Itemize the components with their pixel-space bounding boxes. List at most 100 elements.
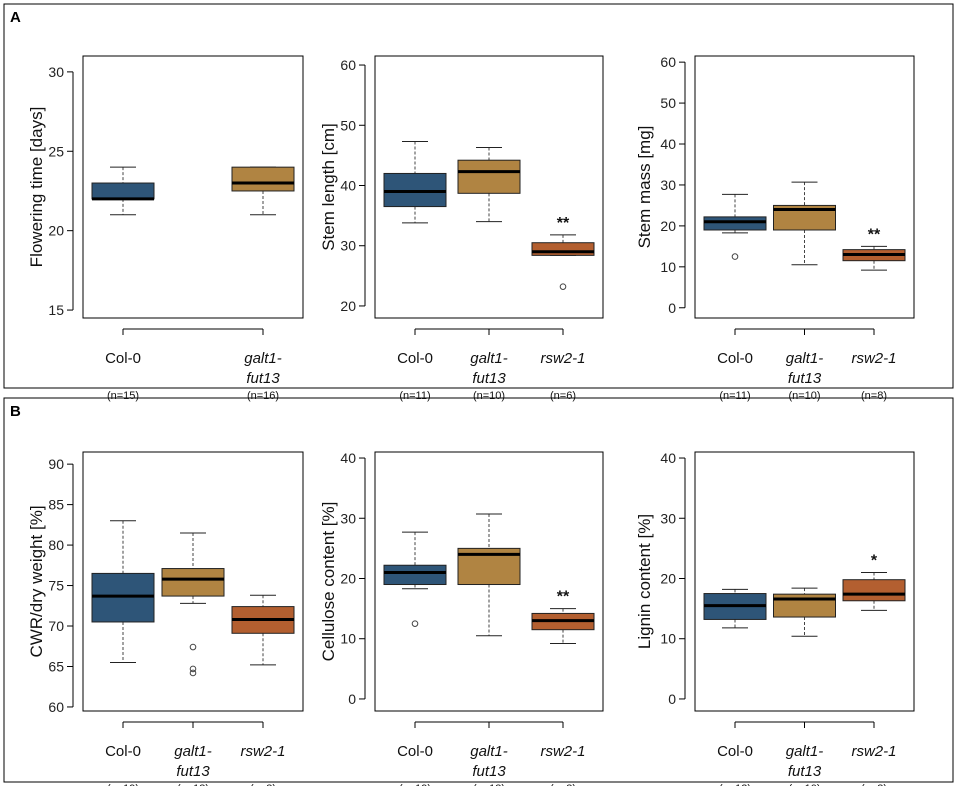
iqr-box	[842, 579, 906, 602]
y-tick-label: 20	[48, 223, 64, 239]
sample-size-label: (n=11)	[399, 390, 430, 402]
category-label: Col-0	[397, 350, 433, 367]
y-tick-label: 50	[340, 117, 356, 133]
y-tick-label: 0	[668, 691, 676, 707]
y-tick-label: 50	[660, 95, 676, 111]
category-label: galt1-	[174, 743, 212, 760]
chart-6: 0 10 20 30 40 Lignin content [%] Col-0(n=12) ga…	[635, 450, 915, 791]
outlier-point	[559, 283, 567, 290]
y-tick-label: 30	[660, 510, 676, 526]
category-label: galt1-	[244, 350, 282, 367]
iqr-box	[531, 242, 595, 256]
box-col-0: Col-0 (n=15)	[91, 166, 155, 402]
box-rsw2-1: *rsw2-1(n=8)	[842, 552, 906, 791]
plot-frame	[374, 55, 604, 319]
box-col-0: Col-0 (n=11)	[383, 141, 447, 402]
iqr-box	[457, 159, 521, 194]
y-tick-label: 75	[48, 578, 64, 594]
y-tick-label: 10	[340, 631, 356, 647]
sample-size-label: (n=6)	[550, 390, 576, 402]
y-axis-label: Cellulose content [%]	[319, 502, 338, 662]
plot-frame	[82, 55, 304, 319]
box-col-0: Col-0(n=12)	[703, 588, 767, 791]
y-tick-label: 0	[348, 691, 356, 707]
category-label: fut13	[788, 370, 822, 387]
y-tick-label: 10	[660, 631, 676, 647]
y-tick-label: 30	[660, 177, 676, 193]
charts-layer: 15 20 25 30 Flowering time [days] Col-0 (n=15)…	[27, 54, 915, 791]
y-axis-label: Lignin content [%]	[635, 514, 654, 649]
outlier-point	[411, 620, 419, 627]
category-label: rsw2-1	[851, 743, 896, 760]
significance-mark: **	[557, 215, 570, 232]
y-tick-label: 0	[668, 300, 676, 316]
box-rsw2-1: ** rsw2-1 (n=6)	[531, 215, 595, 402]
sample-size-label: (n=8)	[861, 390, 887, 402]
y-tick-label: 40	[660, 450, 676, 466]
category-label: rsw2-1	[540, 350, 585, 367]
y-axis-label: Stem mass [mg]	[635, 126, 654, 249]
y-tick-label: 20	[340, 570, 356, 586]
chart-1: 15 20 25 30 Flowering time [days] Col-0 (n=15)…	[27, 55, 304, 402]
box-col-0: Col-0(n=19)	[91, 520, 155, 791]
box-rsw2-1: **rsw2-1(n=8)	[531, 589, 595, 791]
box-galt1-fut13: galt1-fut13(n=10)	[457, 147, 521, 402]
plot-frame	[374, 451, 604, 712]
category-label: galt1-	[786, 350, 824, 367]
chart-2: 20 30 40 50 60 Stem length [cm] Col-0 (n=11) gal…	[319, 55, 604, 402]
box-rsw2-1: rsw2-1(n=8)	[231, 594, 295, 791]
iqr-box	[703, 216, 767, 231]
box-rsw2-1: ** rsw2-1 (n=8)	[842, 226, 906, 402]
category-label: fut13	[472, 370, 506, 387]
significance-mark: **	[557, 589, 570, 606]
box-galt1-fut13: galt1-fut13(n=18)	[457, 513, 521, 791]
y-axis-label: CWR/dry weight [%]	[27, 505, 46, 657]
category-label: galt1-	[786, 743, 824, 760]
outlier-point	[189, 665, 197, 673]
chart-4: 60 65 70 75 80 85 90 CWR/dry weight [%] Col-0(n=…	[27, 451, 304, 791]
chart-5: 0 10 20 30 40 Cellulose content [%] Col-0(n=19…	[319, 450, 604, 791]
y-tick-label: 60	[48, 699, 64, 715]
iqr-box	[91, 182, 155, 200]
y-tick-label: 40	[340, 177, 356, 193]
y-tick-label: 25	[48, 143, 64, 159]
plot-frame	[82, 451, 304, 712]
significance-mark: **	[868, 226, 881, 243]
y-tick-label: 90	[48, 456, 64, 472]
plot-frame	[694, 55, 915, 319]
category-label: Col-0	[717, 350, 753, 367]
category-label: Col-0	[717, 743, 753, 760]
outlier-point	[189, 669, 197, 677]
panel-a-label: A	[10, 9, 21, 26]
category-label: fut13	[246, 370, 280, 387]
box-galt1-fut13: galt1-fut13(n=10)	[773, 587, 836, 791]
chart-3: 0 10 20 30 40 50 60 Stem mass [mg] Col-0 (n=11) ga…	[635, 54, 915, 402]
y-tick-label: 70	[48, 618, 64, 634]
box-galt1-fut13: galt1- fut13 (n=10)	[773, 181, 836, 402]
significance-mark: *	[871, 552, 878, 569]
category-label: Col-0	[105, 743, 141, 760]
category-label: rsw2-1	[851, 350, 896, 367]
iqr-box	[91, 572, 155, 623]
box-galt1-fut13: galt1- fut13 (n=16)	[231, 166, 295, 402]
box-col-0: Col-0(n=19)	[383, 531, 447, 791]
iqr-box	[383, 172, 447, 208]
sample-size-label: (n=10)	[788, 390, 820, 402]
y-axis-label: Stem length [cm]	[319, 123, 338, 251]
category-label: Col-0	[105, 350, 141, 367]
y-tick-label: 60	[340, 57, 356, 73]
outlier-point	[731, 253, 739, 260]
sample-size-label: (n=16)	[247, 390, 279, 402]
y-tick-label: 20	[660, 570, 676, 586]
y-tick-label: 10	[660, 259, 676, 275]
category-label: galt1-	[470, 350, 508, 367]
iqr-box	[383, 564, 447, 586]
y-tick-label: 30	[340, 510, 356, 526]
y-tick-label: 60	[660, 54, 676, 70]
y-tick-label: 65	[48, 658, 64, 674]
category-label: fut13	[472, 763, 506, 780]
category-label: galt1-	[470, 743, 508, 760]
y-tick-label: 40	[340, 450, 356, 466]
